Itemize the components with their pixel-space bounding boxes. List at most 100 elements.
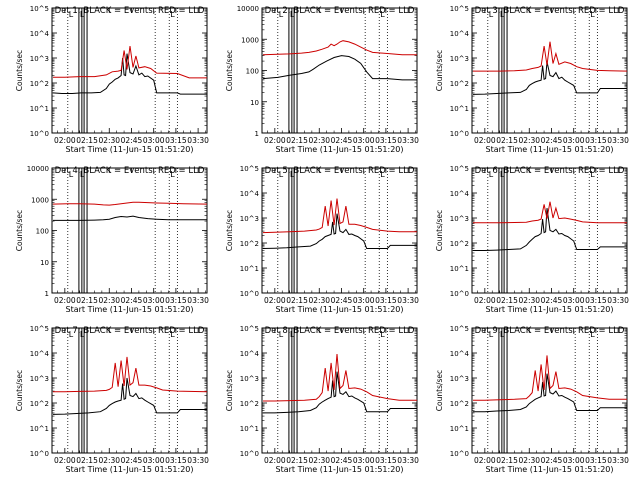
x-tick-label: 03:15 — [165, 136, 187, 145]
panel-det-5: L L L10^010^110^210^310^410^502:00 02:15 02:… — [225, 165, 419, 314]
x-tick-label: 03:30 — [397, 296, 419, 305]
y-tick-label: 10^4 — [30, 30, 50, 38]
x-tick-label: 02:15 — [496, 456, 518, 465]
plot-frame — [471, 7, 628, 134]
panel-det-9: L L L10^010^110^210^310^410^502:00 02:15 02:… — [435, 325, 629, 474]
x-tick-label: 03:15 — [375, 296, 397, 305]
marker-label: L — [170, 330, 175, 339]
panel-det-7: L L L10^010^110^210^310^410^502:00 02:15 02:… — [15, 325, 209, 474]
x-tick-label: 02:45 — [331, 456, 353, 465]
x-tick-label: 02:15 — [76, 296, 98, 305]
y-tick-label: 10^1 — [240, 265, 259, 273]
y-tick-label: 10^5 — [450, 165, 469, 173]
y-tick-label: 10000 — [237, 5, 259, 13]
lld-series-line — [53, 46, 207, 79]
y-tick-label: 10^3 — [450, 375, 469, 383]
y-axis-label: Counts/sec — [15, 370, 24, 411]
y-tick-label: 10^2 — [240, 240, 259, 248]
x-axis-label: Start Time (11-Jun-15 01:51:20) — [66, 305, 194, 314]
y-tick-label: 10^2 — [450, 80, 469, 88]
x-tick-label: 03:15 — [585, 136, 607, 145]
marker-label: L — [500, 10, 505, 19]
marker-label: L — [290, 170, 295, 179]
x-tick-label: 03:15 — [375, 456, 397, 465]
marker-label: L — [380, 170, 385, 179]
marker-label: L — [590, 10, 595, 19]
y-tick-label: 10^0 — [450, 290, 469, 298]
marker-label: L — [290, 330, 295, 339]
y-tick-label: 10^1 — [240, 425, 259, 433]
marker-label: L — [279, 170, 284, 179]
x-tick-label: 02:45 — [121, 136, 143, 145]
events-series-line — [52, 377, 207, 415]
plot-frame — [51, 327, 208, 454]
x-tick-label: 03:30 — [607, 456, 629, 465]
y-axis-label: Counts/sec — [225, 210, 234, 251]
events-series-line — [473, 373, 627, 413]
marker-label: L — [80, 10, 85, 19]
x-tick-label: 03:30 — [187, 296, 209, 305]
y-tick-label: 10^3 — [450, 215, 469, 223]
marker-label: L — [590, 170, 595, 179]
y-tick-label: 10^1 — [30, 105, 49, 113]
plot-frame — [471, 167, 628, 294]
lld-series-line — [53, 356, 208, 393]
events-series-line — [473, 208, 627, 251]
x-tick-label: 02:15 — [496, 296, 518, 305]
x-tick-label: 02:45 — [541, 296, 563, 305]
x-tick-label: 02:45 — [121, 456, 143, 465]
x-axis-label: Start Time (11-Jun-15 01:51:20) — [486, 305, 614, 314]
y-axis-label: Counts/sec — [435, 370, 444, 411]
x-tick-label: 02:00 — [264, 136, 286, 145]
x-tick-label: 02:30 — [98, 136, 120, 145]
x-tick-label: 02:00 — [474, 136, 496, 145]
y-axis-label: Counts/sec — [435, 50, 444, 91]
events-series-line — [262, 213, 417, 249]
x-tick-label: 02:00 — [474, 296, 496, 305]
x-tick-label: 03:15 — [585, 296, 607, 305]
x-tick-label: 03:00 — [353, 136, 375, 145]
marker-label: L — [489, 170, 494, 179]
plot-frame — [471, 327, 628, 454]
x-tick-label: 02:30 — [308, 296, 330, 305]
lld-series-line — [473, 201, 627, 224]
marker-label: L — [170, 10, 175, 19]
marker-label: L — [69, 170, 74, 179]
y-tick-label: 10^1 — [450, 265, 469, 273]
panel-det-6: L L L10^010^110^210^310^410^502:00 02:15 02:… — [435, 165, 629, 314]
x-axis-label: Start Time (11-Jun-15 01:51:20) — [276, 145, 404, 154]
x-tick-label: 02:45 — [331, 296, 353, 305]
y-tick-label: 10^3 — [240, 375, 259, 383]
x-tick-label: 02:30 — [518, 296, 540, 305]
panel-det-3: L L L10^010^110^210^310^410^502:00 02:15 02:… — [435, 5, 629, 154]
y-tick-label: 1000 — [241, 36, 259, 44]
y-tick-label: 10^4 — [450, 350, 470, 358]
x-tick-label: 03:00 — [353, 296, 375, 305]
x-tick-label: 02:00 — [264, 456, 286, 465]
y-axis-label: Counts/sec — [15, 50, 24, 91]
x-tick-label: 03:30 — [187, 136, 209, 145]
x-tick-label: 02:15 — [286, 296, 308, 305]
y-tick-label: 10^0 — [30, 450, 49, 458]
y-axis-label: Counts/sec — [15, 210, 24, 251]
y-axis-label: Counts/sec — [225, 50, 234, 91]
x-tick-label: 03:00 — [143, 296, 165, 305]
y-tick-label: 10^0 — [450, 450, 469, 458]
marker-label: L — [290, 10, 295, 19]
y-tick-label: 10^0 — [30, 130, 49, 138]
y-tick-label: 10^5 — [240, 325, 259, 333]
y-tick-label: 10^5 — [450, 325, 469, 333]
events-series-line — [52, 53, 207, 95]
x-tick-label: 02:00 — [54, 456, 76, 465]
marker-label: L — [380, 330, 385, 339]
y-tick-label: 1 — [45, 290, 49, 298]
x-tick-label: 02:00 — [54, 296, 76, 305]
x-tick-label: 02:00 — [54, 136, 76, 145]
y-tick-label: 10 — [40, 259, 49, 267]
y-axis-label: Counts/sec — [435, 210, 444, 251]
x-tick-label: 02:45 — [541, 136, 563, 145]
y-axis-label: Counts/sec — [225, 370, 234, 411]
panel-title: Det 4: BLACK = Events, RED = LLD — [55, 166, 205, 176]
